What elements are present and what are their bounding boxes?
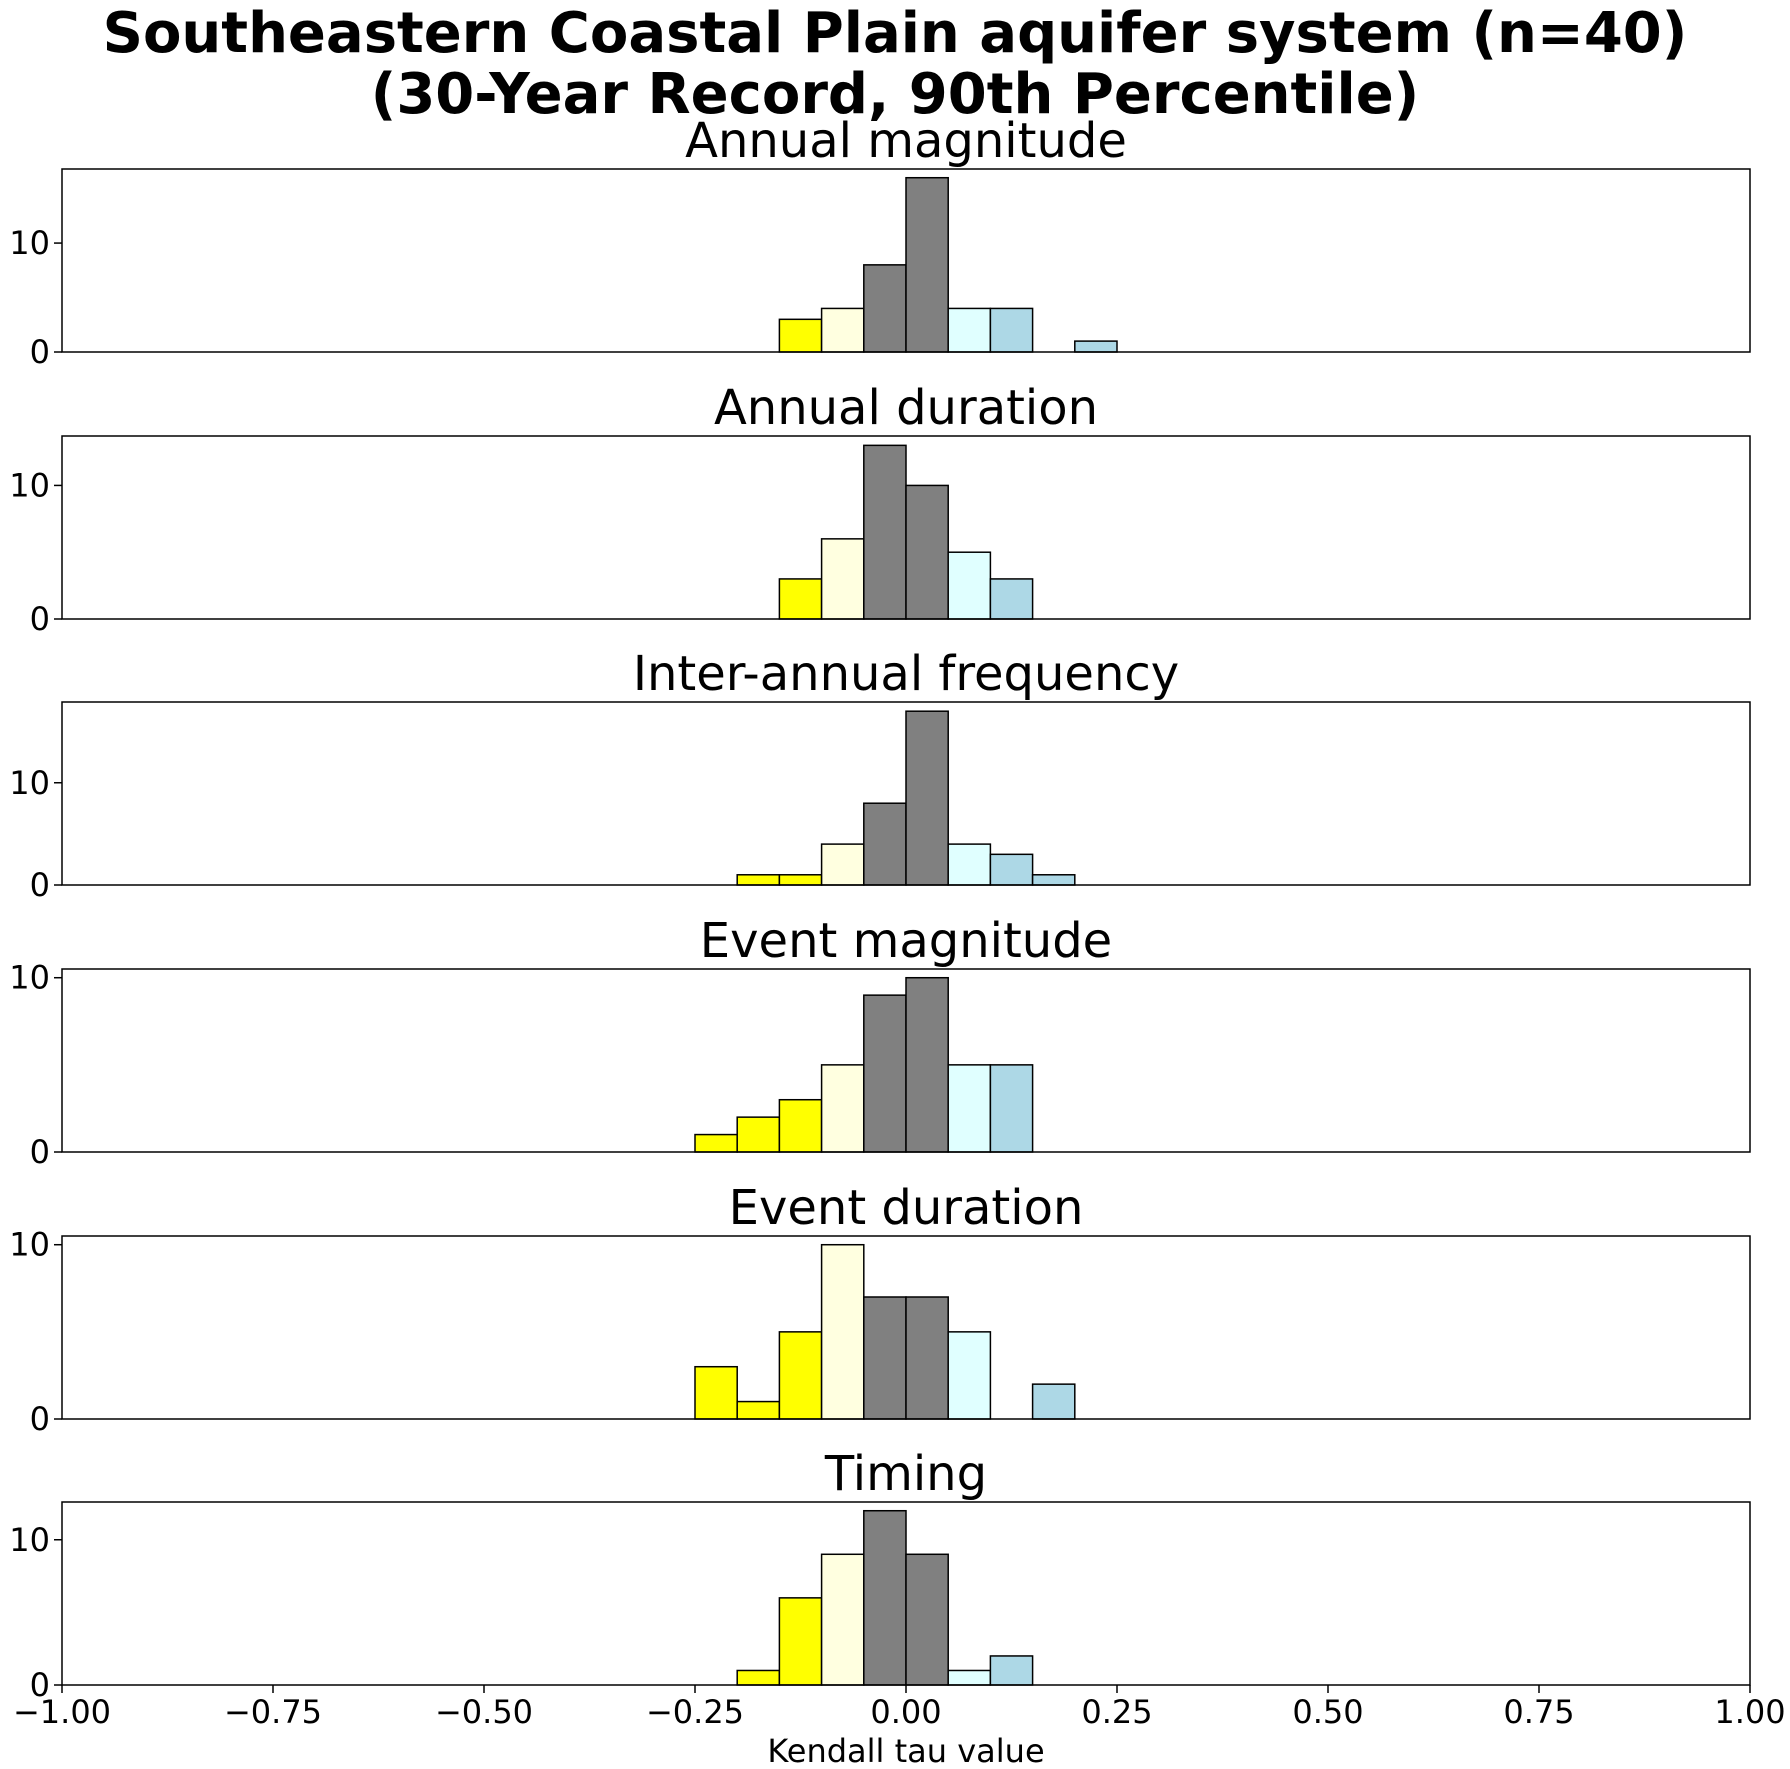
histogram-bar: [989, 853, 1034, 886]
histogram-bar: [863, 444, 907, 620]
panel-5: Timing 0 10 −1.00 −0.75 −0.50 −0.25 0.00 0.25 0.5…: [9, 1446, 1785, 1731]
panel-2: Inter-annual frequency 0 10: [9, 646, 1751, 904]
x-tick-label: 1.00: [1714, 1693, 1785, 1731]
histogram-bar: [947, 551, 992, 620]
histogram-bar: [820, 843, 865, 886]
histogram-bar: [863, 1509, 907, 1686]
y-tick-label: 0: [30, 600, 50, 638]
histogram-bar: [905, 1296, 949, 1420]
histogram-bar: [778, 318, 823, 353]
histogram-bar: [863, 264, 907, 353]
x-axis-label: Kendall tau value: [767, 1732, 1044, 1769]
y-tick-label: 10: [9, 959, 50, 997]
panel-frame: [61, 701, 1751, 886]
y-tick-label: 0: [30, 333, 50, 371]
x-tick-label: 0.50: [1292, 1693, 1363, 1731]
histogram-bar: [694, 1133, 738, 1153]
y-tick-label: 0: [30, 866, 50, 904]
histogram-bar: [947, 1064, 992, 1153]
histogram-bar: [863, 994, 907, 1153]
y-tick-label: 10: [9, 224, 50, 262]
histogram-bar: [863, 1296, 907, 1420]
histogram-bar: [736, 874, 781, 886]
x-tick-label: −0.25: [646, 1693, 744, 1731]
panel-frame: [61, 968, 1751, 1153]
panel-title: Annual magnitude: [685, 113, 1127, 169]
histogram-bar: [778, 1331, 823, 1420]
histogram-bar: [820, 1553, 865, 1686]
y-tick-label: 10: [9, 764, 50, 802]
histogram-bar: [736, 1669, 781, 1686]
panel-3: Event magnitude 0 10: [9, 913, 1751, 1171]
chart-title-line1: Southeastern Coastal Plain aquifer syste…: [103, 1, 1688, 66]
histogram-bar: [820, 1064, 865, 1153]
y-tick-label: 0: [30, 1133, 50, 1171]
y-tick-label: 10: [9, 1521, 50, 1559]
chart-title-line2: (30-Year Record, 90th Percentile): [371, 62, 1420, 127]
histogram-bar: [989, 578, 1034, 620]
histogram-bar: [947, 843, 992, 886]
x-tick-label: 0.25: [1081, 1693, 1152, 1731]
panel-title: Event magnitude: [700, 913, 1112, 969]
histogram-bar: [1074, 340, 1118, 353]
histogram-bar: [989, 1655, 1034, 1686]
histogram-bar: [778, 1098, 823, 1153]
x-tick-label: −0.50: [435, 1693, 533, 1731]
y-tick-label: 0: [30, 1666, 50, 1704]
histogram-bar: [989, 307, 1034, 353]
histogram-bar: [736, 1116, 781, 1153]
histogram-bar: [947, 1331, 992, 1420]
histogram-bar: [1031, 1383, 1076, 1420]
histogram-bar: [694, 1365, 738, 1420]
panel-0: Annual magnitude 0 10: [9, 113, 1751, 371]
y-tick-label: 0: [30, 1400, 50, 1438]
panel-frame: [61, 168, 1751, 353]
y-tick-label: 10: [9, 1226, 50, 1264]
histogram-bar: [863, 802, 907, 886]
histogram-bar: [905, 976, 949, 1153]
x-tick-label: −0.75: [224, 1693, 322, 1731]
histogram-bar: [947, 307, 992, 353]
panel-1: Annual duration 0 10: [9, 380, 1751, 638]
histogram-bar: [905, 484, 949, 620]
histogram-bar: [778, 874, 823, 886]
histogram-bar: [736, 1400, 781, 1420]
histogram-bar: [905, 176, 949, 353]
x-tick-label: 0.75: [1503, 1693, 1574, 1731]
panel-frame: [61, 1235, 1751, 1420]
histogram-bar: [947, 1669, 992, 1686]
x-tick-label: 0.00: [870, 1693, 941, 1731]
histogram-bar: [820, 307, 865, 353]
y-tick-label: 10: [9, 466, 50, 504]
histogram-bar: [778, 1597, 823, 1686]
histogram-bar: [905, 1553, 949, 1686]
panel-title: Annual duration: [714, 380, 1098, 436]
histogram-bar: [905, 710, 949, 886]
histogram-bar: [989, 1064, 1034, 1153]
panel-frame: [61, 435, 1751, 620]
histogram-bar: [1031, 874, 1076, 886]
histogram-bar: [778, 578, 823, 620]
panel-title: Event duration: [729, 1180, 1084, 1236]
panel-title: Inter-annual frequency: [633, 646, 1179, 702]
panel-title: Timing: [824, 1446, 987, 1502]
x-tick-label: −1.00: [13, 1693, 111, 1731]
histogram-bar: [820, 1243, 865, 1420]
panel-4: Event duration 0 10: [9, 1180, 1751, 1438]
histogram-bar: [820, 538, 865, 620]
